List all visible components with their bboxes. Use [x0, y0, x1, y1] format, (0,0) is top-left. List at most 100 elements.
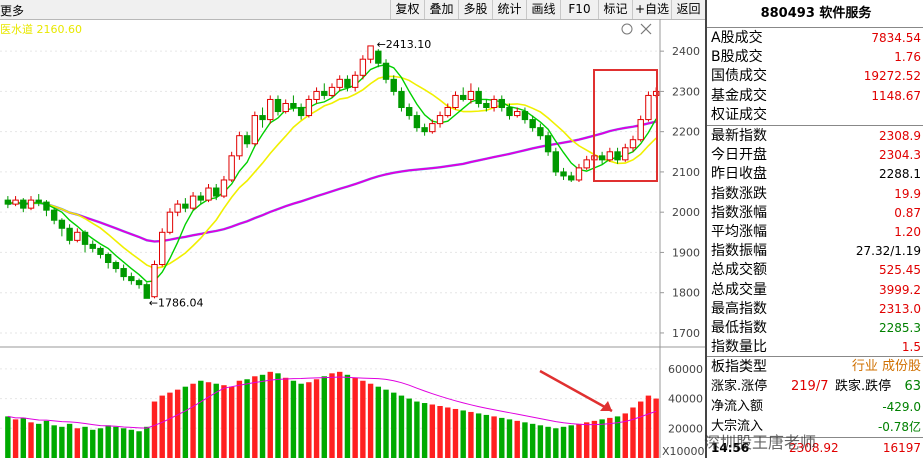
candle-body: [490, 98, 498, 109]
candle-body: [251, 115, 259, 145]
candle-body: [552, 151, 560, 173]
chart-toolbar: 更多 复权 叠加 多股 统计 画线 F10 标记 +自选 返回: [0, 0, 705, 20]
candle-body: [336, 78, 343, 88]
candle-body: [645, 94, 652, 121]
candle-body: [50, 209, 58, 221]
candle-body: [43, 201, 50, 211]
ma-line-yellow: [7, 75, 657, 270]
y-tick-label: 1800: [672, 287, 700, 300]
volume-bar: [591, 420, 598, 458]
more-menu[interactable]: 更多: [0, 4, 25, 18]
highlight-box: [593, 69, 658, 182]
volume-bar: [82, 426, 88, 458]
candle-body: [297, 107, 305, 117]
volume-bar: [468, 411, 474, 458]
volume-bar: [306, 382, 312, 458]
candle-body: [12, 199, 19, 205]
candle-body: [614, 151, 621, 161]
candle-body: [159, 231, 166, 266]
stat-value: 525.45: [879, 263, 921, 278]
vol-tick-label: 20000: [668, 422, 703, 435]
candle-body: [313, 90, 320, 100]
add-watchlist-button[interactable]: +自选: [632, 0, 671, 19]
volume-bar: [560, 426, 567, 458]
volume-bar: [383, 389, 389, 458]
board-type-value[interactable]: 行业 成份股: [851, 359, 921, 374]
draw-line-button[interactable]: 画线: [526, 0, 560, 19]
volume-bar: [244, 379, 250, 458]
net-inflow-row: 净流入额 -429.0: [707, 397, 923, 417]
candle-body: [58, 219, 66, 229]
stat-row: 最低指数 2285.3: [707, 318, 923, 338]
volume-bar: [506, 419, 513, 458]
stat-value: 19.9: [894, 186, 921, 201]
f10-button[interactable]: F10: [560, 0, 598, 19]
stat-label: 权证成交: [711, 106, 767, 123]
candle-body: [606, 151, 614, 161]
volume-bar: [20, 417, 26, 458]
volume-bar: [545, 426, 551, 458]
multi-stock-button[interactable]: 多股: [458, 0, 492, 19]
bulk-inflow-row: 大宗流入 -0.78亿: [707, 417, 923, 437]
bulk-inflow-value: -0.78亿: [877, 420, 921, 434]
stat-value: 7834.54: [871, 31, 921, 45]
candle-body: [544, 135, 552, 153]
volume-bar: [607, 417, 613, 458]
candle-body: [236, 135, 243, 157]
overlay-button[interactable]: 叠加: [424, 0, 458, 19]
candle-body: [398, 90, 405, 109]
close-icon[interactable]: [640, 23, 652, 35]
volume-bar: [136, 431, 142, 458]
restore-rights-button[interactable]: 复权: [390, 0, 424, 19]
back-button[interactable]: 返回: [671, 0, 705, 19]
volume-bar: [59, 426, 65, 458]
bulk-inflow-label: 大宗流入: [711, 419, 764, 434]
volume-bar: [282, 377, 289, 458]
candle-body: [390, 78, 397, 92]
down-label: 跌家.跌停: [835, 379, 892, 394]
volume-bar: [167, 392, 173, 458]
candle-body: [537, 127, 544, 137]
candle-body: [598, 155, 606, 161]
candlestick-chart[interactable]: 2400 2300 2200 2100 2000 1900 1800 1700 60000 400…: [0, 19, 705, 458]
candle-body: [243, 135, 251, 145]
candle-body: [436, 115, 444, 125]
stat-row: 昨日收盘 2288.1: [707, 164, 923, 184]
candle-body: [35, 199, 42, 203]
statistics-button[interactable]: 统计: [492, 0, 526, 19]
volume-bar: [236, 380, 243, 458]
volume-bar: [367, 383, 374, 458]
volume-bar: [298, 383, 304, 458]
volume-bar: [313, 379, 320, 458]
stat-value: 2304.3: [879, 148, 921, 163]
volume-bar: [414, 401, 420, 458]
candle-body: [375, 50, 382, 64]
volume-bar: [321, 376, 327, 458]
volume-bar: [205, 382, 212, 458]
candle-body: [560, 171, 567, 177]
candle-body: [483, 102, 490, 109]
candle-body: [259, 115, 266, 121]
mark-button[interactable]: 标记: [598, 0, 632, 19]
candle-body: [506, 107, 513, 117]
stat-row: 权证成交: [707, 105, 923, 125]
stat-label: 指数量比: [711, 339, 767, 356]
settings-circle-icon[interactable]: [621, 23, 633, 35]
candle-body: [359, 58, 367, 76]
candle-body: [629, 139, 637, 149]
volume-bar: [553, 428, 559, 458]
stat-row: 指数涨跌 19.9: [707, 184, 923, 204]
high-annotation: ←2413.10: [377, 38, 432, 51]
ma-indicator-label: 医水道 2160.60: [0, 23, 82, 36]
stat-row: 今日开盘 2304.3: [707, 145, 923, 165]
volume-bar: [514, 420, 520, 458]
volume-bar: [475, 413, 482, 458]
candle-body: [452, 94, 459, 109]
volume-bar: [290, 380, 297, 458]
volume-bar: [97, 428, 104, 458]
volume-bar: [36, 423, 42, 458]
candle-body: [568, 175, 575, 181]
ma-line-green: [7, 63, 657, 283]
volume-bar: [529, 423, 536, 458]
candle-body: [267, 98, 274, 121]
